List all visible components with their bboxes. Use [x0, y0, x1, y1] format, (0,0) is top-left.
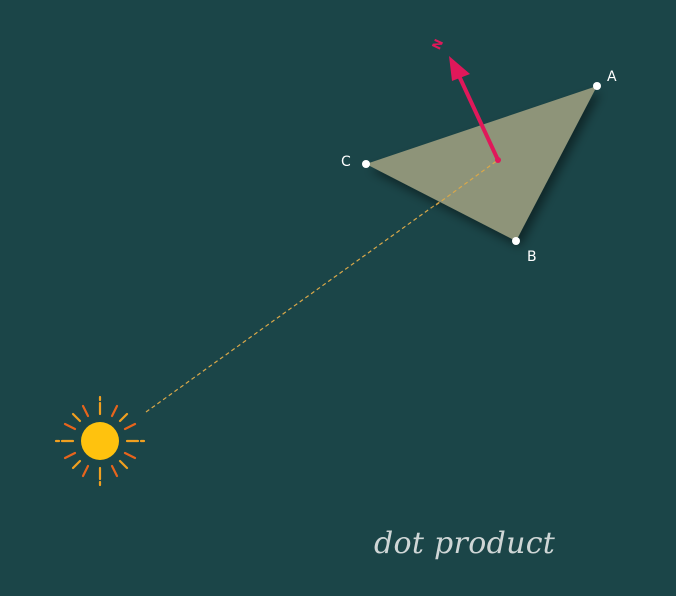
vertex-b-label: B: [527, 249, 537, 265]
vertex-b-dot: [512, 237, 520, 245]
vertex-c-label: C: [341, 154, 351, 170]
vertex-a-dot: [593, 82, 601, 90]
normal-vector-arrowhead: [449, 56, 470, 81]
normal-vector-origin: [495, 157, 501, 163]
vertex-c-dot: [362, 160, 370, 168]
sun-rays: [54, 395, 146, 487]
triangle-abc: [366, 86, 597, 241]
sun-core: [81, 422, 119, 460]
normal-vector-shaft: [458, 76, 500, 162]
light-ray-on-surface: [435, 159, 499, 206]
caption-title: dot product: [374, 526, 556, 561]
sun-icon: [54, 395, 146, 487]
normal-label: N: [429, 37, 446, 52]
vertex-a-label: A: [607, 69, 617, 85]
light-ray: [145, 159, 499, 413]
